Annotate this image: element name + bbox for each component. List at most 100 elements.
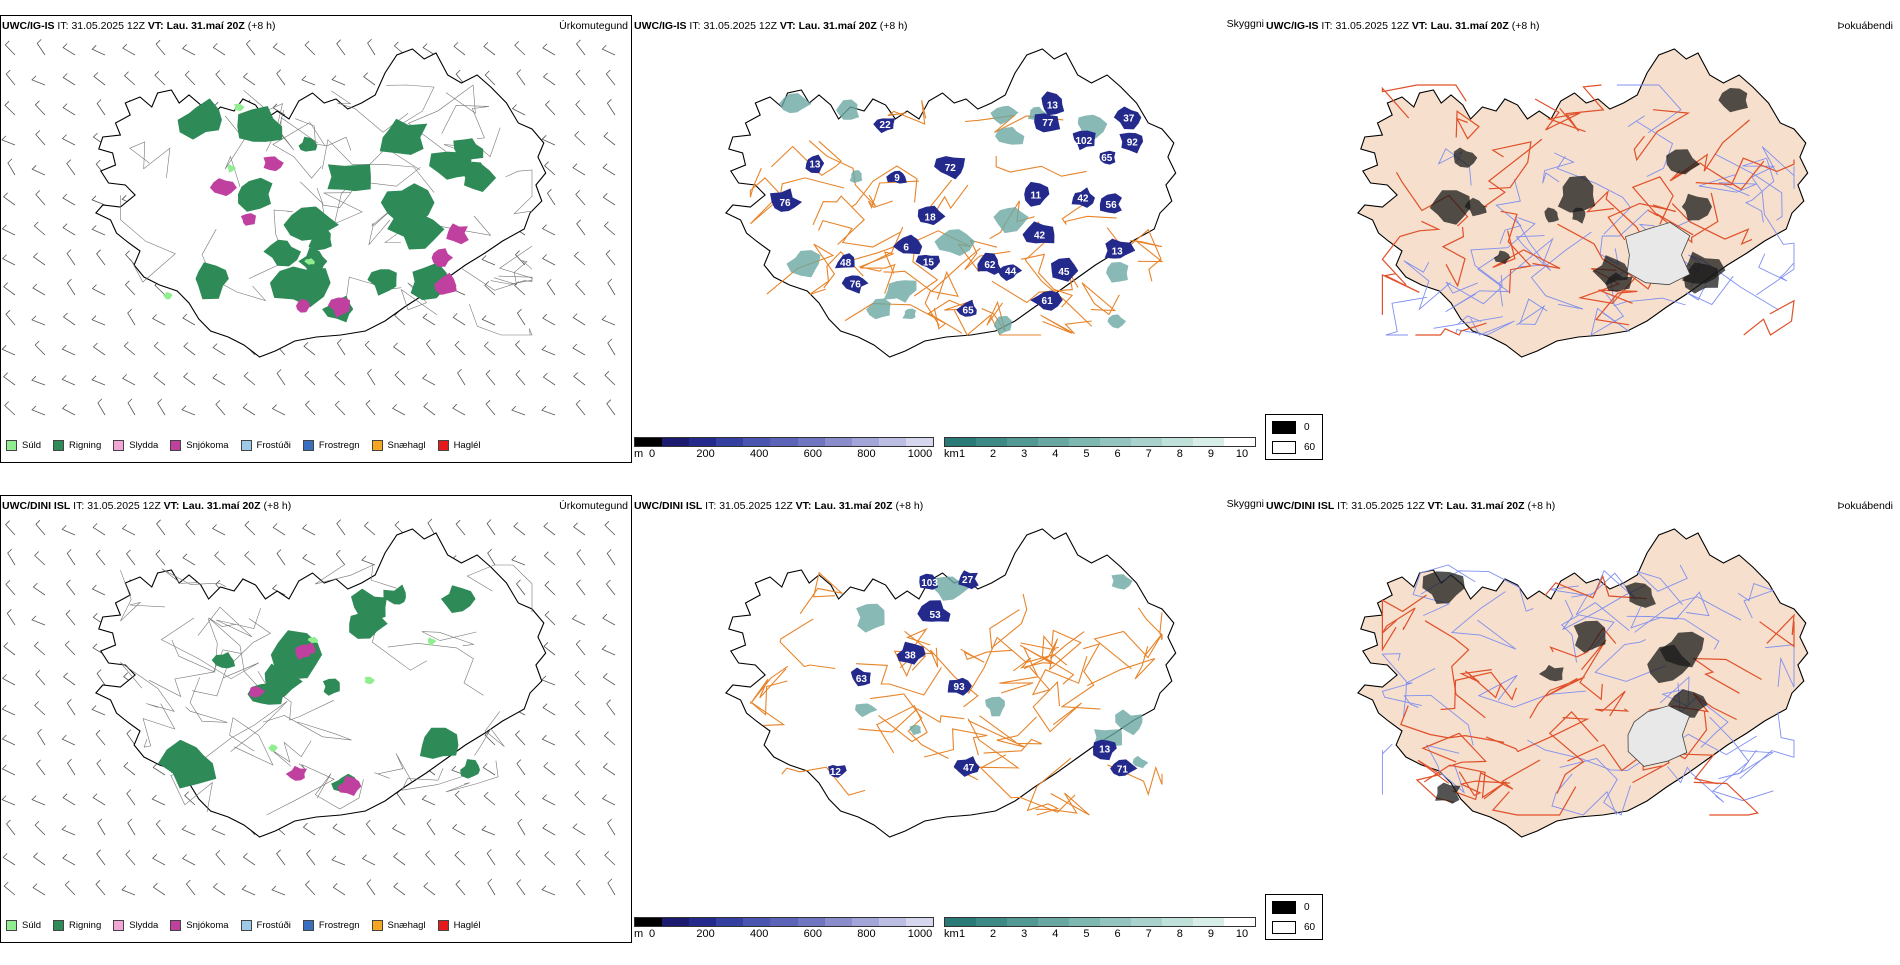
low-cloudbase-area — [770, 188, 803, 212]
legend-item: Haglél — [437, 920, 481, 931]
wind-barb — [96, 759, 106, 776]
wind-barb — [573, 251, 586, 266]
wind-barb — [61, 344, 76, 356]
wind-barb — [331, 855, 346, 866]
legend-label: Haglél — [453, 920, 481, 931]
wind-barb — [422, 43, 436, 56]
wind-barb — [514, 790, 526, 806]
low-cloudbase-area — [886, 170, 907, 184]
low-cloudbase-area — [1041, 91, 1065, 116]
colorbar-tick: 4 — [1052, 928, 1059, 940]
road-line — [270, 740, 312, 767]
panel-header: UWC/DINI ISL IT: 31.05.2025 12Z VT: Lau.… — [1266, 500, 1556, 512]
colorbar-tick: 3 — [1021, 928, 1028, 940]
wind-barb — [91, 225, 106, 236]
road-line — [1633, 109, 1691, 162]
colorbar-cell — [689, 438, 717, 446]
wind-barb — [66, 699, 76, 716]
road-line — [314, 564, 397, 589]
rain-area — [238, 177, 273, 212]
road-line — [1415, 322, 1487, 336]
wind-barb — [605, 249, 616, 266]
cloudbase-label: 65 — [963, 306, 975, 317]
wind-barb — [2, 853, 16, 866]
colorbar-cell — [770, 918, 798, 926]
cloudbase-label: 71 — [1117, 765, 1129, 776]
colorbar-cell — [716, 438, 744, 446]
wind-barb — [91, 45, 106, 56]
wind-barb — [331, 75, 346, 86]
colorbar-tick: 10 — [1235, 928, 1249, 940]
road-line — [1670, 119, 1750, 181]
colorbar-tick: 6 — [1114, 448, 1121, 460]
wind-barb — [61, 825, 76, 836]
road-line — [1381, 667, 1436, 707]
legend-swatch — [113, 920, 125, 931]
legend-swatch — [170, 440, 182, 451]
wind-barb — [65, 609, 76, 626]
cloudbase-label: 62 — [984, 260, 996, 271]
colorbar-tick: 1000 — [907, 928, 933, 940]
road-line — [1138, 607, 1163, 640]
wind-barb — [541, 675, 556, 686]
panel-title: Skyggni — [1226, 498, 1264, 510]
wind-barb — [5, 520, 16, 536]
fog-area — [1573, 620, 1606, 653]
road-line — [1630, 606, 1720, 650]
wind-barb — [365, 399, 376, 416]
map-layer: 13 47 63 103 27 71 12 93 53 38 — [725, 528, 1177, 838]
road-line — [1040, 314, 1092, 335]
wind-barb — [93, 72, 106, 86]
wind-barb — [392, 342, 406, 356]
wind-barb — [513, 522, 526, 536]
cloudbase-label: 63 — [856, 674, 868, 685]
wind-barb — [96, 249, 106, 266]
wind-barb — [211, 825, 226, 836]
wind-barb — [572, 823, 586, 836]
cloudbase-label: 38 — [905, 651, 917, 662]
low-cloudbase-area — [947, 677, 972, 696]
road-line — [1756, 191, 1795, 296]
road-line — [1542, 152, 1575, 184]
rain-area — [195, 262, 229, 300]
wind-barb — [422, 374, 436, 386]
wind-barb — [575, 850, 586, 866]
wind-barb — [5, 310, 16, 326]
wind-barb — [511, 104, 526, 116]
road-line — [257, 670, 334, 721]
road-line — [1744, 158, 1775, 223]
wind-barb — [127, 398, 136, 416]
panel-title: Úrkomutegund — [559, 20, 628, 32]
road-line — [1667, 766, 1725, 803]
low-cloudbase-area — [919, 573, 939, 590]
wind-barb — [575, 69, 586, 86]
wind-barb — [483, 42, 496, 56]
wind-barb — [361, 854, 376, 866]
road-line — [1035, 792, 1090, 816]
colorbar-cell — [1131, 918, 1162, 926]
road-line — [1495, 178, 1522, 244]
rain-area — [440, 585, 476, 613]
low-cloudbase-area — [1072, 130, 1096, 151]
wind-barb — [37, 728, 46, 746]
snow-area — [263, 156, 284, 172]
wind-barb — [607, 338, 616, 356]
wind-barb — [511, 555, 526, 566]
colorbar-tick: 600 — [803, 928, 822, 940]
dark-swatch — [1272, 421, 1296, 434]
legend-item: Frostregn — [302, 440, 360, 451]
wind-barb — [126, 729, 136, 746]
fog-area — [1493, 250, 1511, 265]
wind-barb — [602, 762, 616, 776]
road-line — [1491, 786, 1577, 816]
cloudbase-label: 9 — [894, 173, 900, 184]
wind-barb — [1, 795, 16, 806]
road-line — [300, 181, 363, 229]
wind-barb — [34, 820, 46, 836]
rain-area — [327, 164, 371, 192]
road-line — [858, 708, 965, 733]
road-line — [1061, 197, 1117, 226]
road-line — [1616, 84, 1682, 134]
rain-area — [349, 609, 388, 639]
wind-barb — [121, 524, 136, 536]
